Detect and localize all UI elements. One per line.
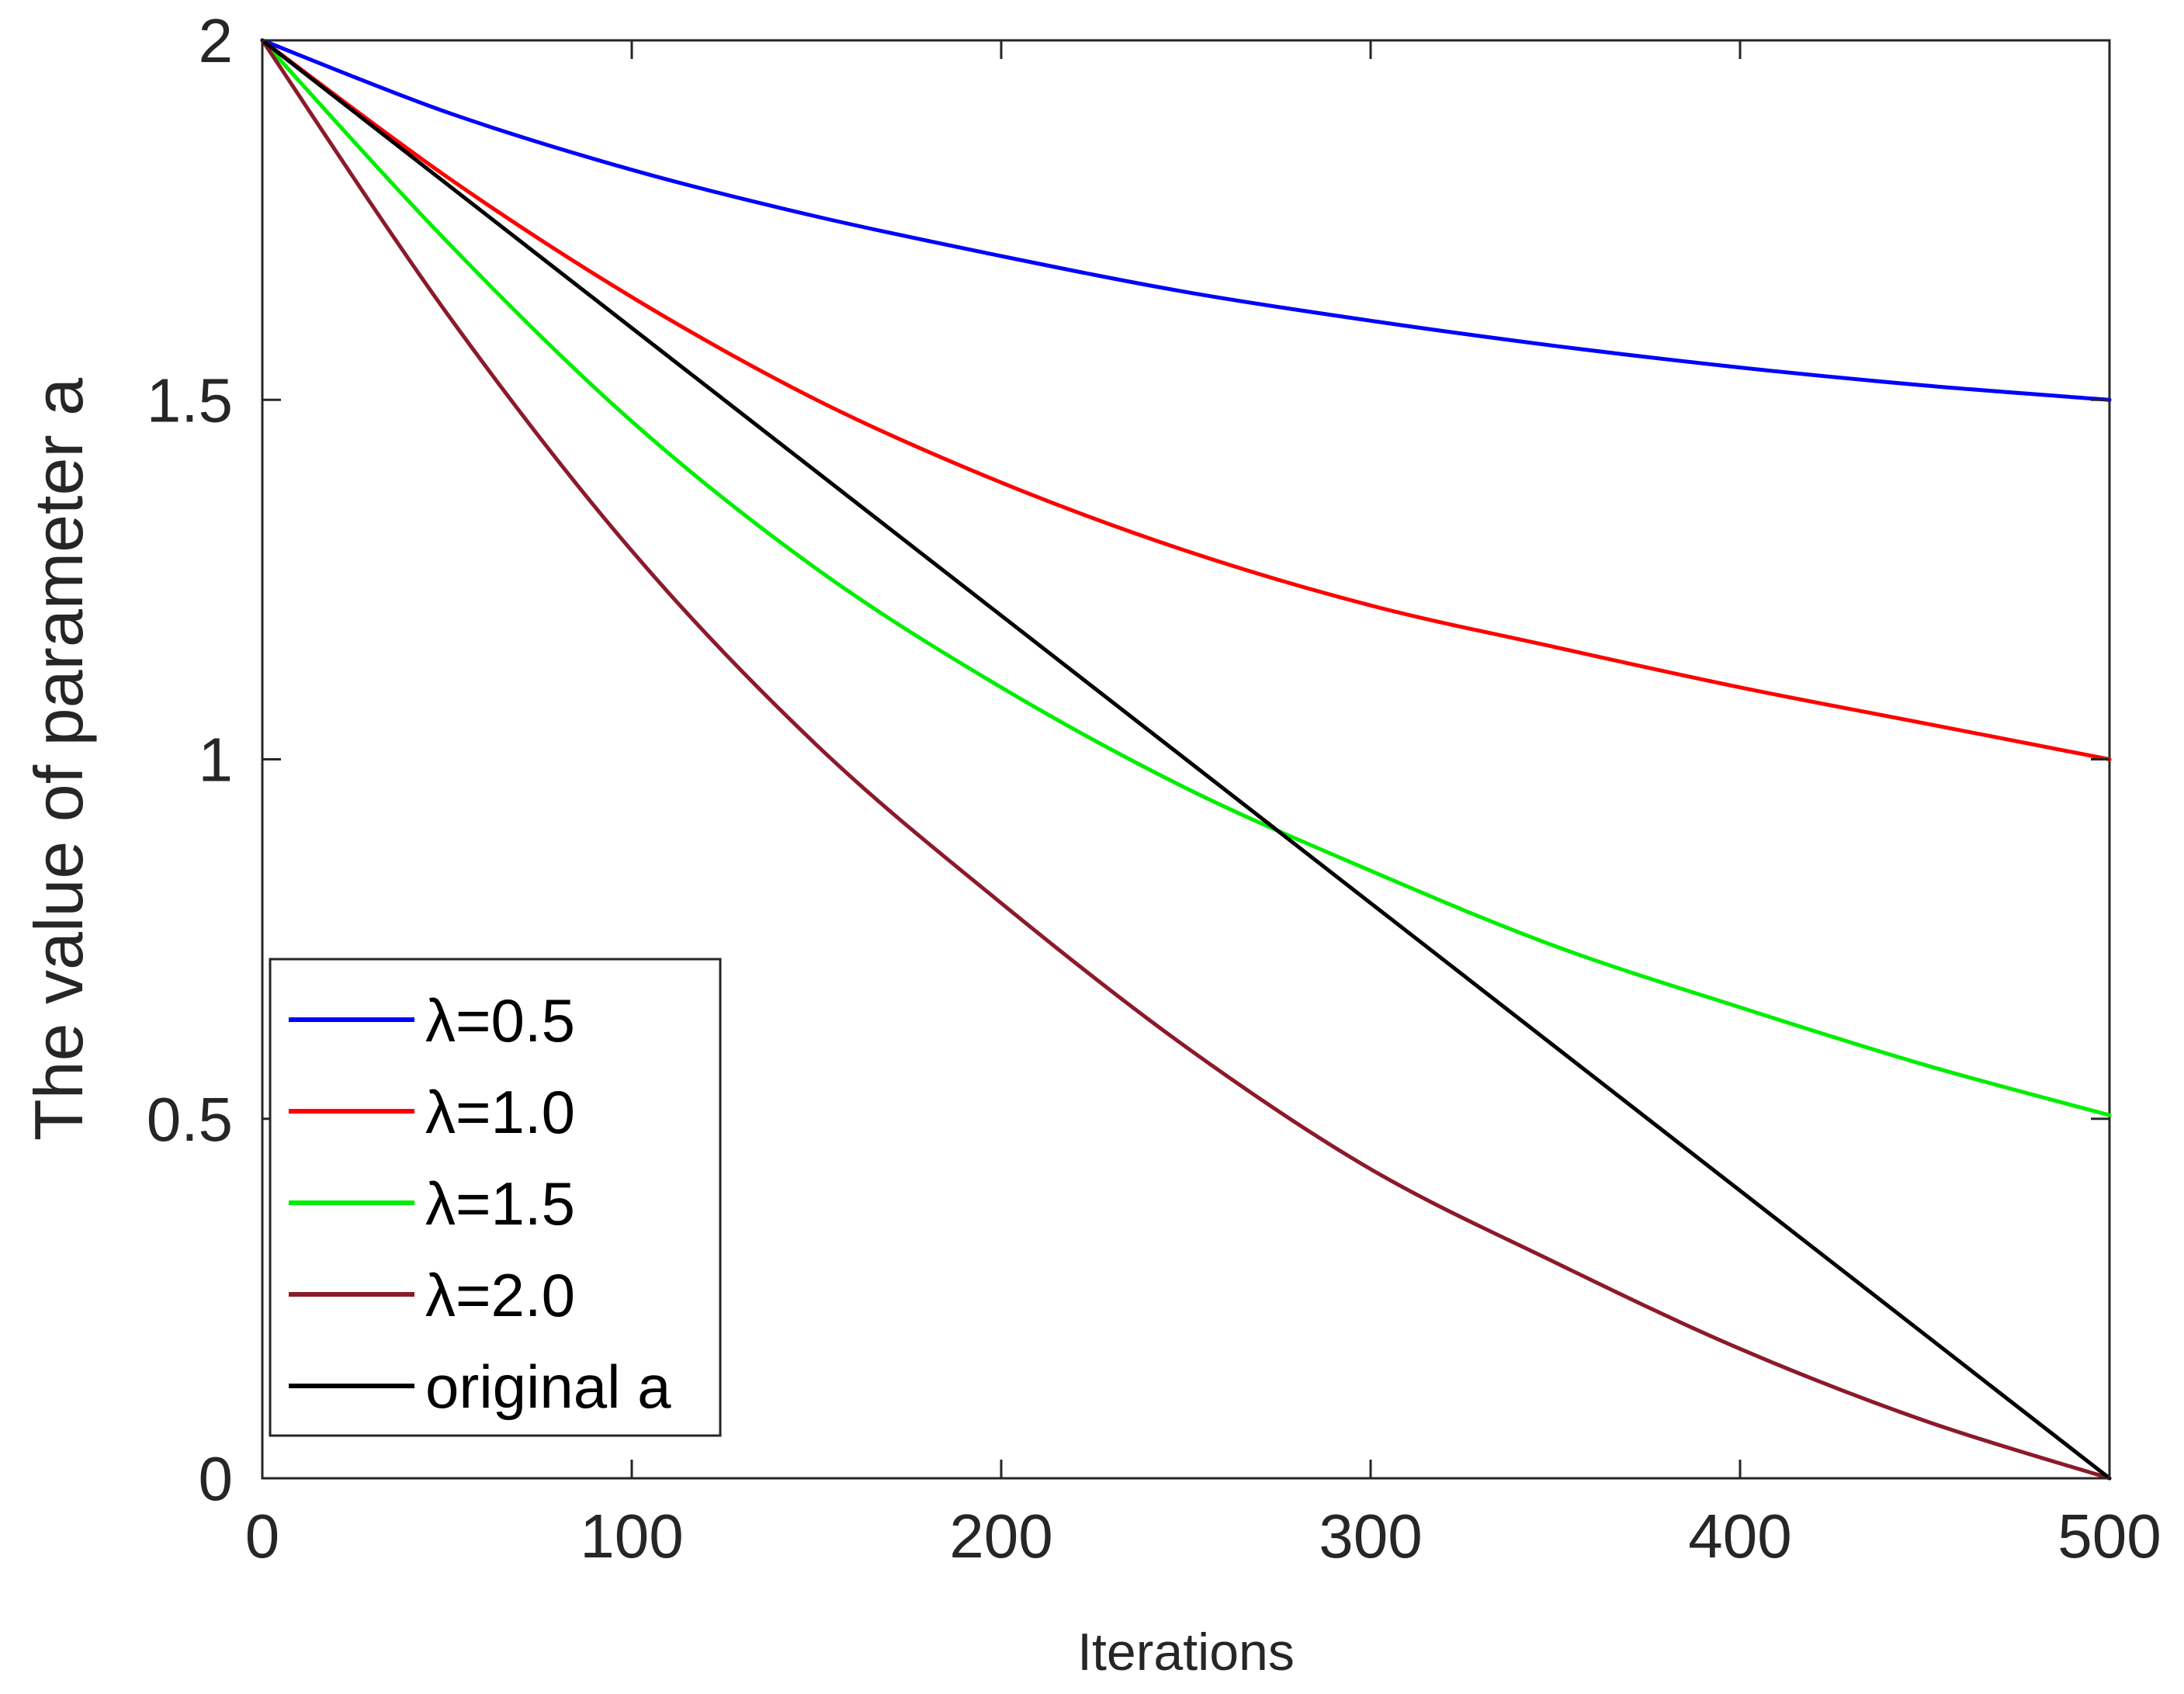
y-tick-label: 0 [199,1444,234,1513]
y-tick-label: 1 [199,726,234,795]
y-tick-label: 0.5 [147,1085,233,1154]
legend-label: λ=1.0 [425,1078,575,1146]
x-tick-label: 500 [2057,1502,2161,1571]
legend-box [269,958,722,1437]
series-line-2.0 [260,38,2112,1481]
legend-label: λ=0.5 [425,986,575,1055]
legend-label: λ=1.5 [425,1169,575,1238]
plot-area [260,38,2112,1481]
series-line-0.5 [260,38,2112,402]
legend-label: original a [425,1353,671,1421]
series-line-original-a [260,38,2112,1481]
series-line-1.5 [260,38,2112,1117]
y-axis-title: The value of parameter a [20,378,97,1141]
series-line-1.0 [260,38,2112,761]
x-tick-label: 300 [1319,1502,1422,1571]
x-tick-label: 200 [949,1502,1052,1571]
x-tick-label: 400 [1688,1502,1791,1571]
x-axis-ticks: 0 100 200 300 400 500 [245,40,2161,1571]
x-axis-title: Iterations [1077,1623,1295,1682]
legend-label: λ=2.0 [425,1261,575,1329]
x-tick-label: 0 [245,1502,280,1571]
y-tick-label: 1.5 [147,365,233,435]
legend: λ=0.5 λ=1.0 λ=1.5 λ=2.0 original a [269,958,722,1437]
y-tick-label: 2 [199,6,234,75]
x-tick-label: 100 [580,1502,683,1571]
y-axis-ticks: 0 0.5 1 1.5 2 [147,6,2109,1513]
